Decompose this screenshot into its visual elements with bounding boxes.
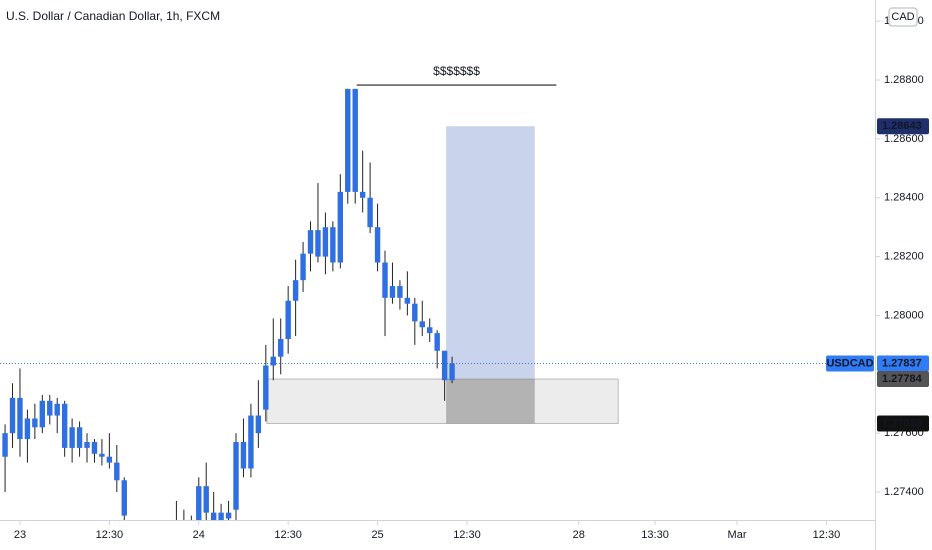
entry-badge-bg bbox=[877, 371, 929, 388]
candle-body bbox=[412, 303, 418, 322]
x-tick-label: 12:30 bbox=[453, 529, 481, 541]
target-badge-text: 1.28643 bbox=[882, 120, 922, 132]
candle-body bbox=[292, 280, 299, 301]
candle-body bbox=[248, 415, 254, 469]
candle-body bbox=[382, 262, 388, 298]
candle-body bbox=[218, 512, 224, 520]
candle-body bbox=[300, 253, 306, 281]
candle-body bbox=[389, 286, 396, 298]
candle-body bbox=[434, 333, 440, 351]
candle-body bbox=[106, 456, 113, 463]
candle-body bbox=[99, 453, 105, 457]
candle-body bbox=[84, 442, 90, 448]
candle-body bbox=[330, 227, 336, 263]
currency-box bbox=[888, 7, 918, 27]
candle-body bbox=[91, 442, 98, 454]
x-tick-label: 24 bbox=[193, 529, 205, 541]
candle-body bbox=[278, 339, 284, 357]
candle-body bbox=[419, 321, 425, 328]
x-tick-label: 12:30 bbox=[274, 529, 302, 541]
annotation-text: $$$$$$$ bbox=[433, 64, 480, 78]
candle-body bbox=[69, 427, 75, 448]
candle-body bbox=[285, 300, 291, 340]
x-tick-label: 12:30 bbox=[813, 529, 841, 541]
stop-badge-bg bbox=[877, 415, 929, 432]
candle-body bbox=[196, 486, 202, 520]
candle-body bbox=[404, 297, 411, 304]
candle-body bbox=[17, 397, 23, 440]
candle-body bbox=[2, 433, 8, 457]
zone bbox=[266, 378, 619, 424]
last-price-badge-name-bg bbox=[826, 355, 874, 372]
candle-body bbox=[210, 512, 217, 520]
x-tick-label: 12:30 bbox=[96, 529, 124, 541]
candle-body bbox=[203, 486, 209, 513]
currency: CAD bbox=[891, 11, 914, 23]
plot-area: $$$$$$$ bbox=[0, 64, 875, 520]
y-tick-label: 1.28000 bbox=[884, 309, 924, 321]
candle-body bbox=[47, 400, 53, 416]
candle-body bbox=[374, 227, 381, 263]
x-tick-label: 23 bbox=[14, 529, 26, 541]
candle-body bbox=[345, 88, 351, 192]
target-badge-bg bbox=[877, 118, 929, 135]
candle-body bbox=[225, 512, 232, 519]
candle-body bbox=[121, 480, 127, 516]
candle-body bbox=[352, 88, 358, 192]
y-tick-label: 1.28800 bbox=[884, 74, 924, 86]
chart-title: U.S. Dollar / Canadian Dollar, 1h, FXCM bbox=[6, 9, 220, 23]
candle-body bbox=[337, 191, 344, 263]
candle-body bbox=[322, 227, 329, 257]
candle-body bbox=[441, 350, 448, 381]
candle-body bbox=[307, 230, 314, 254]
candle-body bbox=[397, 286, 403, 298]
x-tick-label: Mar bbox=[728, 529, 747, 541]
candle-body bbox=[359, 191, 366, 198]
candle-body bbox=[449, 363, 455, 381]
y-tick-label: 1.28400 bbox=[884, 192, 924, 204]
candle-body bbox=[427, 327, 433, 334]
candle-body bbox=[24, 418, 31, 440]
candle-body bbox=[367, 197, 373, 228]
stop-badge-text: 1.27633 bbox=[882, 417, 922, 429]
last-price-badge-bg bbox=[877, 355, 929, 372]
candle-body bbox=[61, 403, 68, 448]
stop-zone bbox=[446, 379, 535, 424]
y-tick-label: 1.27400 bbox=[884, 486, 924, 498]
candle-body bbox=[76, 427, 83, 448]
candle-body bbox=[32, 418, 38, 428]
x-tick-label: 25 bbox=[371, 529, 383, 541]
price-badges: 1.28643 1.27837 USDCAD 1.27784 1.27633 CAD bbox=[826, 7, 929, 432]
y-tick-label: 1.28600 bbox=[884, 133, 924, 145]
y-tick-label: 1.28200 bbox=[884, 251, 924, 263]
x-tick-label: 28 bbox=[573, 529, 585, 541]
candle-body bbox=[270, 356, 276, 366]
entry-badge-text: 1.27784 bbox=[882, 373, 923, 385]
candle-body bbox=[315, 230, 321, 257]
last-price-badge-text: 1.27837 bbox=[882, 357, 922, 369]
x-tick-label: 13:30 bbox=[641, 529, 669, 541]
last-price-badge-name: USDCAD bbox=[826, 357, 873, 369]
candle-body bbox=[240, 442, 247, 469]
candle-body bbox=[9, 397, 16, 434]
candle-body bbox=[255, 415, 262, 434]
target-zone bbox=[446, 126, 535, 380]
candle-body bbox=[114, 462, 120, 481]
candle-body bbox=[233, 442, 239, 510]
candle-body bbox=[263, 365, 269, 410]
candle-body bbox=[39, 400, 46, 428]
candle-body bbox=[54, 403, 60, 416]
